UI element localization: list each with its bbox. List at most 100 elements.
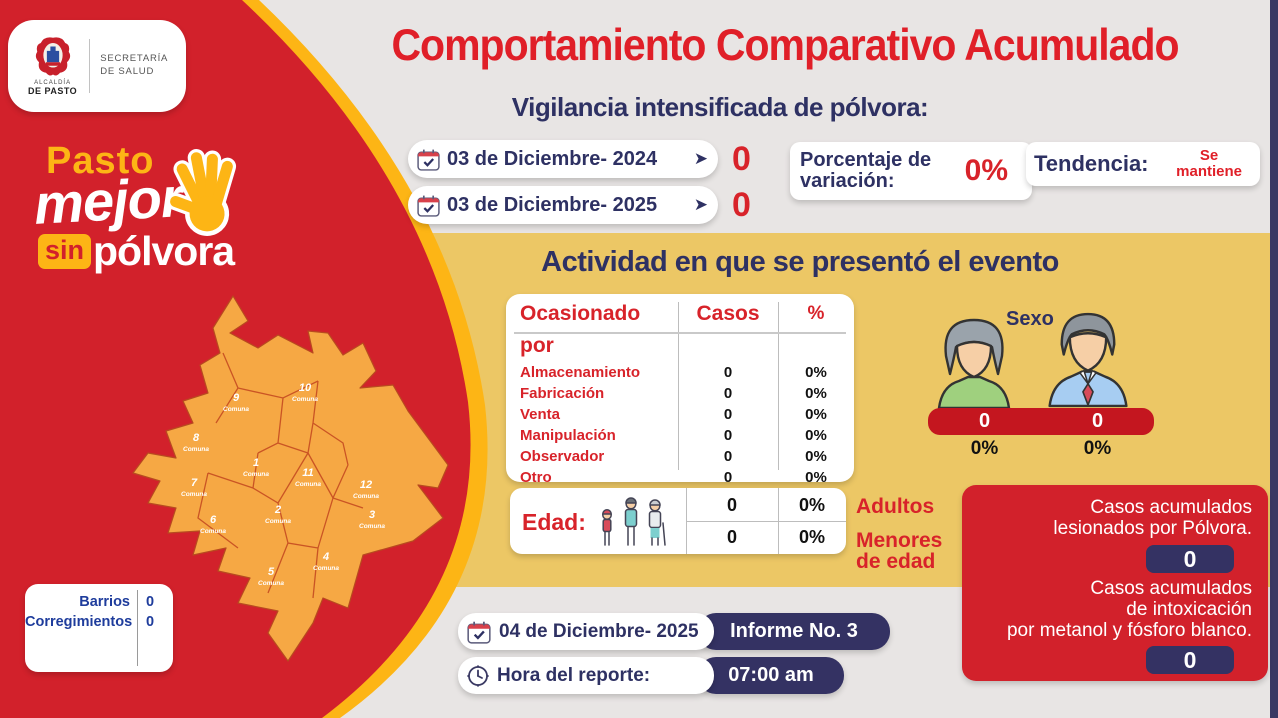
sexo-pcts: 0% 0% xyxy=(928,438,1154,460)
comparison-row-2024: 03 de Diciembre- 2024 ➤ 0 xyxy=(408,140,751,178)
secretaria-line2: DE SALUD xyxy=(100,66,155,77)
right-edge-strip xyxy=(1270,0,1278,718)
card1-line2: lesionados por Pólvora. xyxy=(1053,518,1252,540)
variation-box: Porcentaje de variación: 0% xyxy=(790,142,1032,200)
table-row-label: Otro xyxy=(520,469,552,486)
comuna-number: 6 xyxy=(210,514,217,526)
pasto-crest-icon xyxy=(35,37,70,76)
comuna-number: 7 xyxy=(191,477,198,489)
calendar-icon xyxy=(417,149,440,171)
card2-line3: por metanol y fósforo blanco. xyxy=(1006,620,1252,642)
table-row-label: Observador xyxy=(520,448,605,465)
map-outline xyxy=(132,295,449,662)
barrios-value: 0 xyxy=(146,594,155,610)
brand-sin-badge: sin xyxy=(38,234,92,269)
trend-label: Tendencia: xyxy=(1034,151,1149,176)
variation-label: Porcentaje de variación: xyxy=(800,150,931,192)
female-count: 0 xyxy=(978,410,991,432)
alcaldia-small-label: ALCALDÍA xyxy=(34,80,72,86)
trend-value-line2: mantiene xyxy=(1176,163,1242,180)
report-date-pill: 04 de Diciembre- 2025 xyxy=(458,613,714,650)
comuna-word: Comuna xyxy=(359,523,385,530)
menores-pct: 0% xyxy=(798,527,825,547)
map-internal-borders xyxy=(197,352,364,599)
date-pill-2025: 03 de Diciembre- 2025 ➤ xyxy=(408,186,718,224)
secretaria-line1: SECRETARÍA xyxy=(100,53,169,65)
report-date-row: 04 de Diciembre- 2025 Informe No. 3 xyxy=(458,613,890,650)
comuna-number: 12 xyxy=(360,479,372,491)
age-figures-icon xyxy=(602,497,666,546)
col-header-casos: Casos xyxy=(696,302,760,325)
brand-polvora: pólvora xyxy=(93,228,235,274)
territory-divider xyxy=(137,590,138,666)
table-row-pct: 0% xyxy=(805,385,827,402)
alcaldia-bold-label: DE PASTO xyxy=(28,86,78,96)
variation-label-line1: Porcentaje de xyxy=(800,149,932,171)
table-row-label: Manipulación xyxy=(520,427,616,444)
barrios-row: Barrios 0 xyxy=(25,594,173,610)
variation-label-line2: variación: xyxy=(800,170,895,192)
table-row-label: Fabricación xyxy=(520,385,605,402)
male-person-icon xyxy=(1048,312,1128,408)
calendar-icon xyxy=(417,195,440,217)
female-person-icon xyxy=(937,318,1011,409)
clock-icon xyxy=(467,664,489,687)
table-row-label: Almacenamiento xyxy=(520,364,641,381)
report-hour-pill: Hora del reporte: xyxy=(458,657,714,694)
comuna-number: 9 xyxy=(233,392,240,404)
comuna-word: Comuna xyxy=(181,491,207,498)
table-row-label: Venta xyxy=(520,406,561,423)
edad-label: Edad: xyxy=(522,509,586,535)
comuna-word: Comuna xyxy=(353,493,379,500)
hora-value-pill: 07:00 am xyxy=(698,657,844,694)
card1-line1: Casos acumulados xyxy=(1090,497,1252,518)
report-hour-row: Hora del reporte: 07:00 am xyxy=(458,657,844,694)
pasto-comunas-map: 9 Comuna 10 Comuna 8 Comuna 1 Comuna 11 Comun… xyxy=(132,295,449,662)
map-comuna-labels: 9 Comuna 10 Comuna 8 Comuna 1 Comuna 11 Comun… xyxy=(181,382,385,587)
informe-pill: Informe No. 3 xyxy=(698,613,890,650)
table-row-casos: 0 xyxy=(723,469,733,486)
comuna-number: 10 xyxy=(299,382,312,394)
comuna-word: Comuna xyxy=(265,518,291,525)
table-divider xyxy=(678,302,679,470)
comuna-number: 11 xyxy=(302,467,313,479)
female-pct: 0% xyxy=(970,438,999,459)
trend-value: Se mantiene xyxy=(1176,148,1252,180)
corregimientos-value: 0 xyxy=(146,614,155,630)
comuna-word: Comuna xyxy=(183,446,209,453)
menores-label: Menores de edad xyxy=(856,529,943,574)
arrow-right-icon: ➤ xyxy=(693,195,708,214)
variation-value: 0% xyxy=(964,154,1008,187)
comuna-word: Comuna xyxy=(295,481,321,488)
date-pill-2024: 03 de Diciembre- 2024 ➤ xyxy=(408,140,718,178)
arrow-right-icon: ➤ xyxy=(693,149,708,168)
territory-box: Barrios 0 Corregimientos 0 xyxy=(25,584,173,672)
hand-icon xyxy=(166,149,237,236)
report-date: 04 de Diciembre- 2025 xyxy=(499,620,699,642)
menores-count: 0 xyxy=(726,527,737,547)
edad-divider xyxy=(686,521,846,522)
col-header-cause: Ocasionado por xyxy=(520,302,641,357)
table-row-casos: 0 xyxy=(723,406,733,423)
table-row-pct: 0% xyxy=(805,469,827,486)
corregimientos-row: Corregimientos 0 xyxy=(25,614,173,630)
table-row-casos: 0 xyxy=(723,385,733,402)
comuna-number: 5 xyxy=(268,566,275,578)
adultos-label: Adultos xyxy=(856,495,935,518)
barrios-label: Barrios xyxy=(79,594,130,610)
trend-box: Tendencia: Se mantiene xyxy=(1026,142,1260,186)
comuna-word: Comuna xyxy=(243,471,269,478)
sexo-group: Sexo 0 0 0% 0% xyxy=(928,300,1154,465)
table-row-casos: 0 xyxy=(723,364,733,381)
table-row-pct: 0% xyxy=(805,448,827,465)
date-2025-label: 03 de Diciembre- 2025 xyxy=(447,193,658,216)
comuna-word: Comuna xyxy=(313,565,339,572)
table-row-casos: 0 xyxy=(723,427,733,444)
accumulated-card: Casos acumulados lesionados por Pólvora.… xyxy=(962,485,1268,681)
male-count: 0 xyxy=(1091,410,1104,432)
table-header-rule xyxy=(514,332,846,334)
table-row-casos: 0 xyxy=(723,448,733,465)
comuna-number: 4 xyxy=(322,551,329,563)
comuna-number: 8 xyxy=(193,432,200,444)
